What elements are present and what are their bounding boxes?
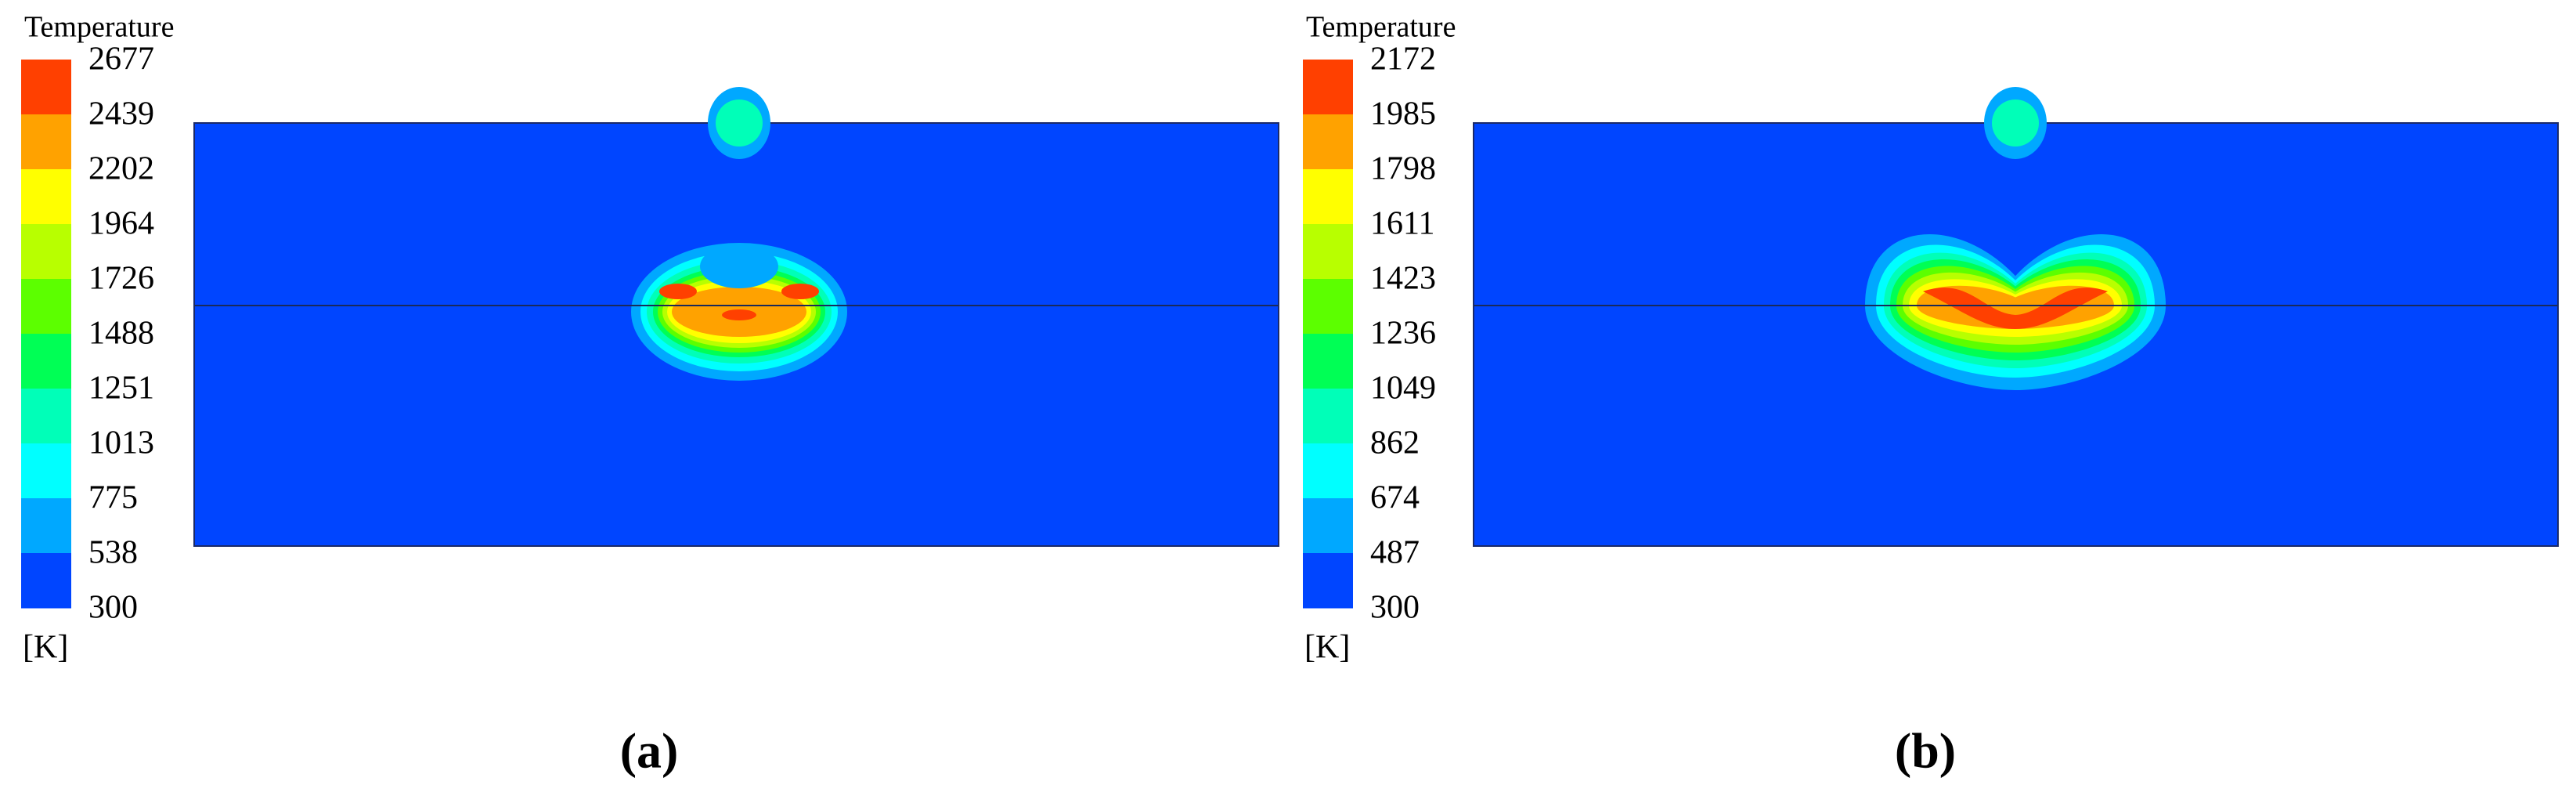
legend-tick-label: 1985: [1370, 96, 1436, 132]
legend-tick-label: 1726: [88, 261, 154, 297]
contour-plot: [1473, 87, 2559, 547]
legend-tick-label: 2677: [88, 42, 154, 78]
contour-plot: [193, 87, 1279, 547]
legend-tick-label: 1423: [1370, 261, 1436, 297]
legend-swatch: [1303, 553, 1353, 609]
legend-tick-label: 1236: [1370, 316, 1436, 352]
legend-swatch: [21, 114, 71, 170]
legend-swatch: [21, 498, 71, 554]
legend-swatch: [1303, 114, 1353, 170]
legend-swatch: [1303, 60, 1353, 115]
legend-tick-label: 1964: [88, 206, 154, 242]
panel-label: (a): [620, 723, 679, 779]
hot-spot: [659, 284, 697, 299]
legend-unit: [K]: [23, 630, 68, 666]
legend-tick-label: 300: [1370, 590, 1420, 626]
legend-swatch: [1303, 279, 1353, 335]
hot-spot: [722, 309, 756, 320]
legend-tick-label: 2439: [88, 96, 154, 132]
panel-label: (b): [1895, 723, 1956, 779]
top-blob-core: [716, 99, 763, 146]
top-blob-core: [1992, 99, 2039, 146]
hot-spot: [1923, 288, 2108, 329]
legend-swatch: [21, 443, 71, 499]
legend-tick-label: 1251: [88, 371, 154, 407]
legend-tick-label: 1013: [88, 425, 154, 461]
legend-swatch: [21, 169, 71, 225]
legend-swatch: [1303, 389, 1353, 444]
legend-tick-label: 674: [1370, 480, 1420, 516]
legend-unit: [K]: [1304, 630, 1350, 666]
legend-tick-label: 775: [88, 480, 138, 516]
legend-swatch: [21, 553, 71, 609]
legend-title: Temperature: [1306, 11, 1456, 44]
legend-swatch: [21, 279, 71, 335]
legend-tick-label: 487: [1370, 535, 1420, 571]
legend-title: Temperature: [24, 11, 174, 44]
legend-tick-label: 1611: [1370, 206, 1434, 242]
legend-tick-label: 1049: [1370, 371, 1436, 407]
legend-swatch: [1303, 443, 1353, 499]
legend-tick-label: 1488: [88, 316, 154, 352]
legend-tick-label: 862: [1370, 425, 1420, 461]
legend-tick-label: 300: [88, 590, 138, 626]
legend-tick-label: 2202: [88, 151, 154, 187]
legend-swatch: [1303, 334, 1353, 389]
hot-spot: [781, 284, 819, 299]
legend-swatch: [1303, 498, 1353, 554]
legend-swatch: [21, 389, 71, 444]
legend-swatch: [21, 334, 71, 389]
legend-swatch: [1303, 224, 1353, 280]
contour: [700, 244, 778, 288]
legend-tick-label: 538: [88, 535, 138, 571]
legend-swatch: [21, 60, 71, 115]
legend-swatch: [21, 224, 71, 280]
legend-tick-label: 1798: [1370, 151, 1436, 187]
legend-swatch: [1303, 169, 1353, 225]
legend-tick-label: 2172: [1370, 42, 1436, 78]
